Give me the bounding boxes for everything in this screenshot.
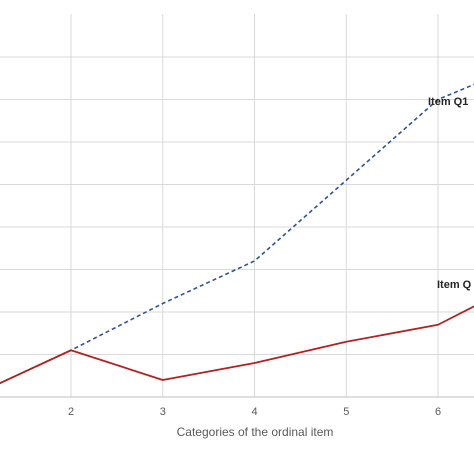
series-lines	[0, 83, 474, 385]
x-tick-label: 5	[343, 406, 349, 418]
series-label: Item Q	[437, 279, 472, 291]
x-axis-title: Categories of the ordinal item	[177, 425, 334, 439]
x-tick-labels: 2 3 4 5 6	[68, 406, 441, 418]
series-label: Item Q1	[428, 96, 468, 108]
vertical-gridlines	[70, 14, 439, 397]
x-tick-label: 2	[68, 406, 74, 418]
x-tick-label: 6	[435, 406, 441, 418]
x-tick-label: 3	[160, 406, 166, 418]
series-line	[0, 305, 474, 385]
series-labels: Item Q1 Item Q	[428, 96, 472, 291]
x-tick-label: 4	[251, 406, 257, 418]
horizontal-gridlines	[0, 56, 474, 355]
